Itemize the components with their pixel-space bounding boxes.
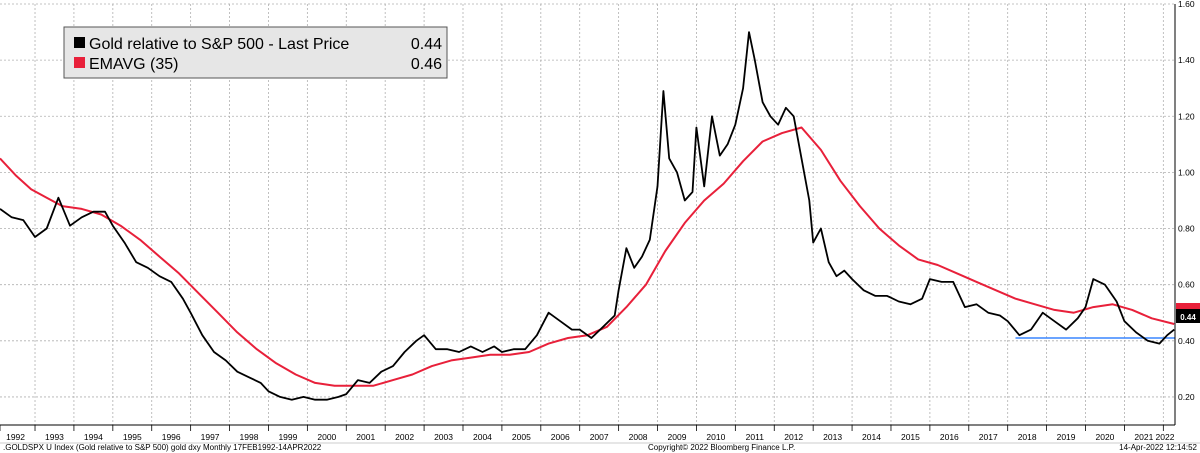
x-tick-label: 2006	[551, 432, 570, 442]
x-tick-label: 2021	[1134, 432, 1153, 442]
x-tick-label: 2016	[940, 432, 959, 442]
x-tick-label: 2013	[823, 432, 842, 442]
x-tick-label: 2014	[862, 432, 881, 442]
x-tick-label: 1998	[240, 432, 259, 442]
data-series	[0, 31, 1175, 401]
x-axis: 1992 1993 1994 1995 1996 1997 1998 1999 2000 2001…	[0, 424, 1200, 444]
legend-value-gold: 0.44	[411, 36, 442, 53]
last-price-badge-label: 0.44	[1180, 313, 1196, 322]
y-tick-label: 0.40	[1178, 336, 1195, 346]
y-tick-label: 1.40	[1178, 55, 1195, 65]
series-line-gold-sp500	[0, 31, 1175, 401]
x-tick-label: 1997	[201, 432, 220, 442]
x-tick-label: 1993	[45, 432, 64, 442]
legend-swatch-ema	[74, 57, 85, 68]
y-axis: 0.20 0.40 0.60 0.80 1.00 1.20 1.40 1.60	[1174, 0, 1195, 425]
y-tick-label: 1.00	[1178, 167, 1195, 177]
x-tick-label: 1994	[84, 432, 103, 442]
legend-label-ema: EMAVG (35)	[89, 56, 179, 73]
x-tick-label: 2011	[746, 432, 765, 442]
x-tick-label: 2002	[395, 432, 414, 442]
footer-copyright: Copyright© 2022 Bloomberg Finance L.P.	[648, 443, 795, 452]
legend-label-gold: Gold relative to S&P 500 - Last Price	[89, 36, 349, 53]
x-tick-label: 2012	[784, 432, 803, 442]
x-tick-label: 2003	[434, 432, 453, 442]
y-tick-label: 1.20	[1178, 111, 1195, 121]
x-tick-label: 2022	[1156, 432, 1175, 442]
y-tick-label: 1.60	[1178, 0, 1195, 9]
x-tick-label: 2001	[356, 432, 375, 442]
y-tick-label: 0.60	[1178, 280, 1195, 290]
x-tick-label: 1995	[123, 432, 142, 442]
last-price-badge	[1176, 309, 1200, 323]
y-tick-label: 0.20	[1178, 392, 1195, 402]
legend-value-ema: 0.46	[411, 56, 442, 73]
legend: Gold relative to S&P 500 - Last Price 0.…	[63, 26, 448, 79]
x-tick-label: 2009	[668, 432, 687, 442]
x-tick-label: 2007	[590, 432, 609, 442]
x-tick-label: 1996	[162, 432, 181, 442]
x-tick-label: 1992	[6, 432, 25, 442]
x-tick-label: 2010	[706, 432, 725, 442]
x-tick-label: 2017	[979, 432, 998, 442]
x-tick-label: 2015	[901, 432, 920, 442]
legend-box	[63, 26, 448, 79]
last-price-badges: 0.44	[1176, 303, 1200, 323]
y-tick-label: 0.80	[1178, 224, 1195, 234]
x-tick-label: 2005	[512, 432, 531, 442]
x-tick-label: 2020	[1096, 432, 1115, 442]
x-tick-label: 2018	[1018, 432, 1037, 442]
x-tick-label: 2008	[629, 432, 648, 442]
x-tick-label: 1999	[278, 432, 297, 442]
footer: .GOLDSPX U Index (Gold relative to S&P 5…	[3, 443, 1198, 452]
x-tick-label: 2000	[317, 432, 336, 442]
footer-left: .GOLDSPX U Index (Gold relative to S&P 5…	[3, 443, 322, 452]
legend-swatch-gold	[74, 37, 85, 48]
footer-timestamp: 14-Apr-2022 12:14:52	[1119, 443, 1197, 452]
x-tick-label: 2019	[1057, 432, 1076, 442]
series-line-ema	[0, 126, 1175, 387]
x-tick-label: 2004	[473, 432, 492, 442]
